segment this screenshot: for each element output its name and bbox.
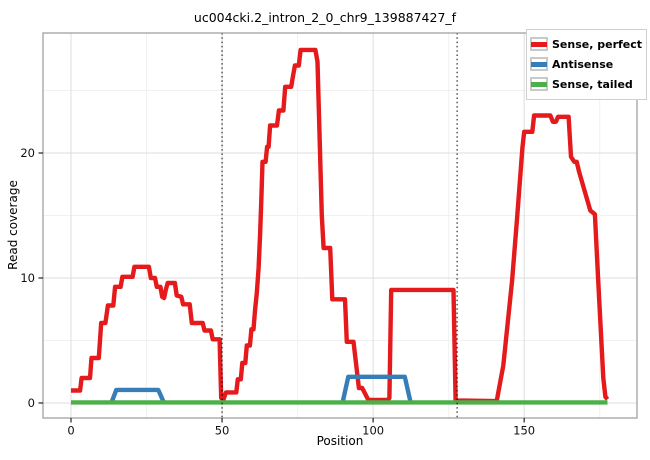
- x-tick-label: 150: [513, 424, 535, 438]
- y-tick-label: 0: [28, 396, 35, 410]
- series-line-antisense: [109, 387, 166, 404]
- panel-border: [42, 32, 638, 419]
- legend-key-sense-tailed: [530, 77, 548, 91]
- antisense-line-swatch: [531, 61, 547, 67]
- series-line-antisense: [340, 374, 413, 403]
- x-tick-label: 100: [362, 424, 384, 438]
- sense-tailed-line-swatch: [531, 81, 547, 87]
- x-tick-label: 50: [215, 424, 230, 438]
- legend-label: Antisense: [552, 57, 614, 71]
- y-tick-label: 10: [20, 271, 35, 285]
- legend: Sense, perfect Antisense Sense, tailed: [526, 29, 647, 100]
- y-tick-label: 20: [20, 146, 35, 160]
- legend-entry-sense-perfect: Sense, perfect: [530, 34, 642, 54]
- x-tick-label: 0: [67, 424, 74, 438]
- x-axis-title: Position: [316, 434, 364, 448]
- legend-label: Sense, tailed: [552, 77, 633, 91]
- legend-entry-sense-tailed: Sense, tailed: [530, 74, 642, 94]
- legend-key-sense-perfect: [530, 37, 548, 51]
- series-line-sense-perfect: [71, 47, 610, 404]
- legend-entry-antisense: Antisense: [530, 54, 642, 74]
- sense-perfect-line-swatch: [531, 41, 547, 47]
- legend-label: Sense, perfect: [552, 37, 643, 51]
- legend-key-antisense: [530, 57, 548, 71]
- plot-title: uc004cki.2_intron_2_0_chr9_139887427_f: [193, 10, 457, 25]
